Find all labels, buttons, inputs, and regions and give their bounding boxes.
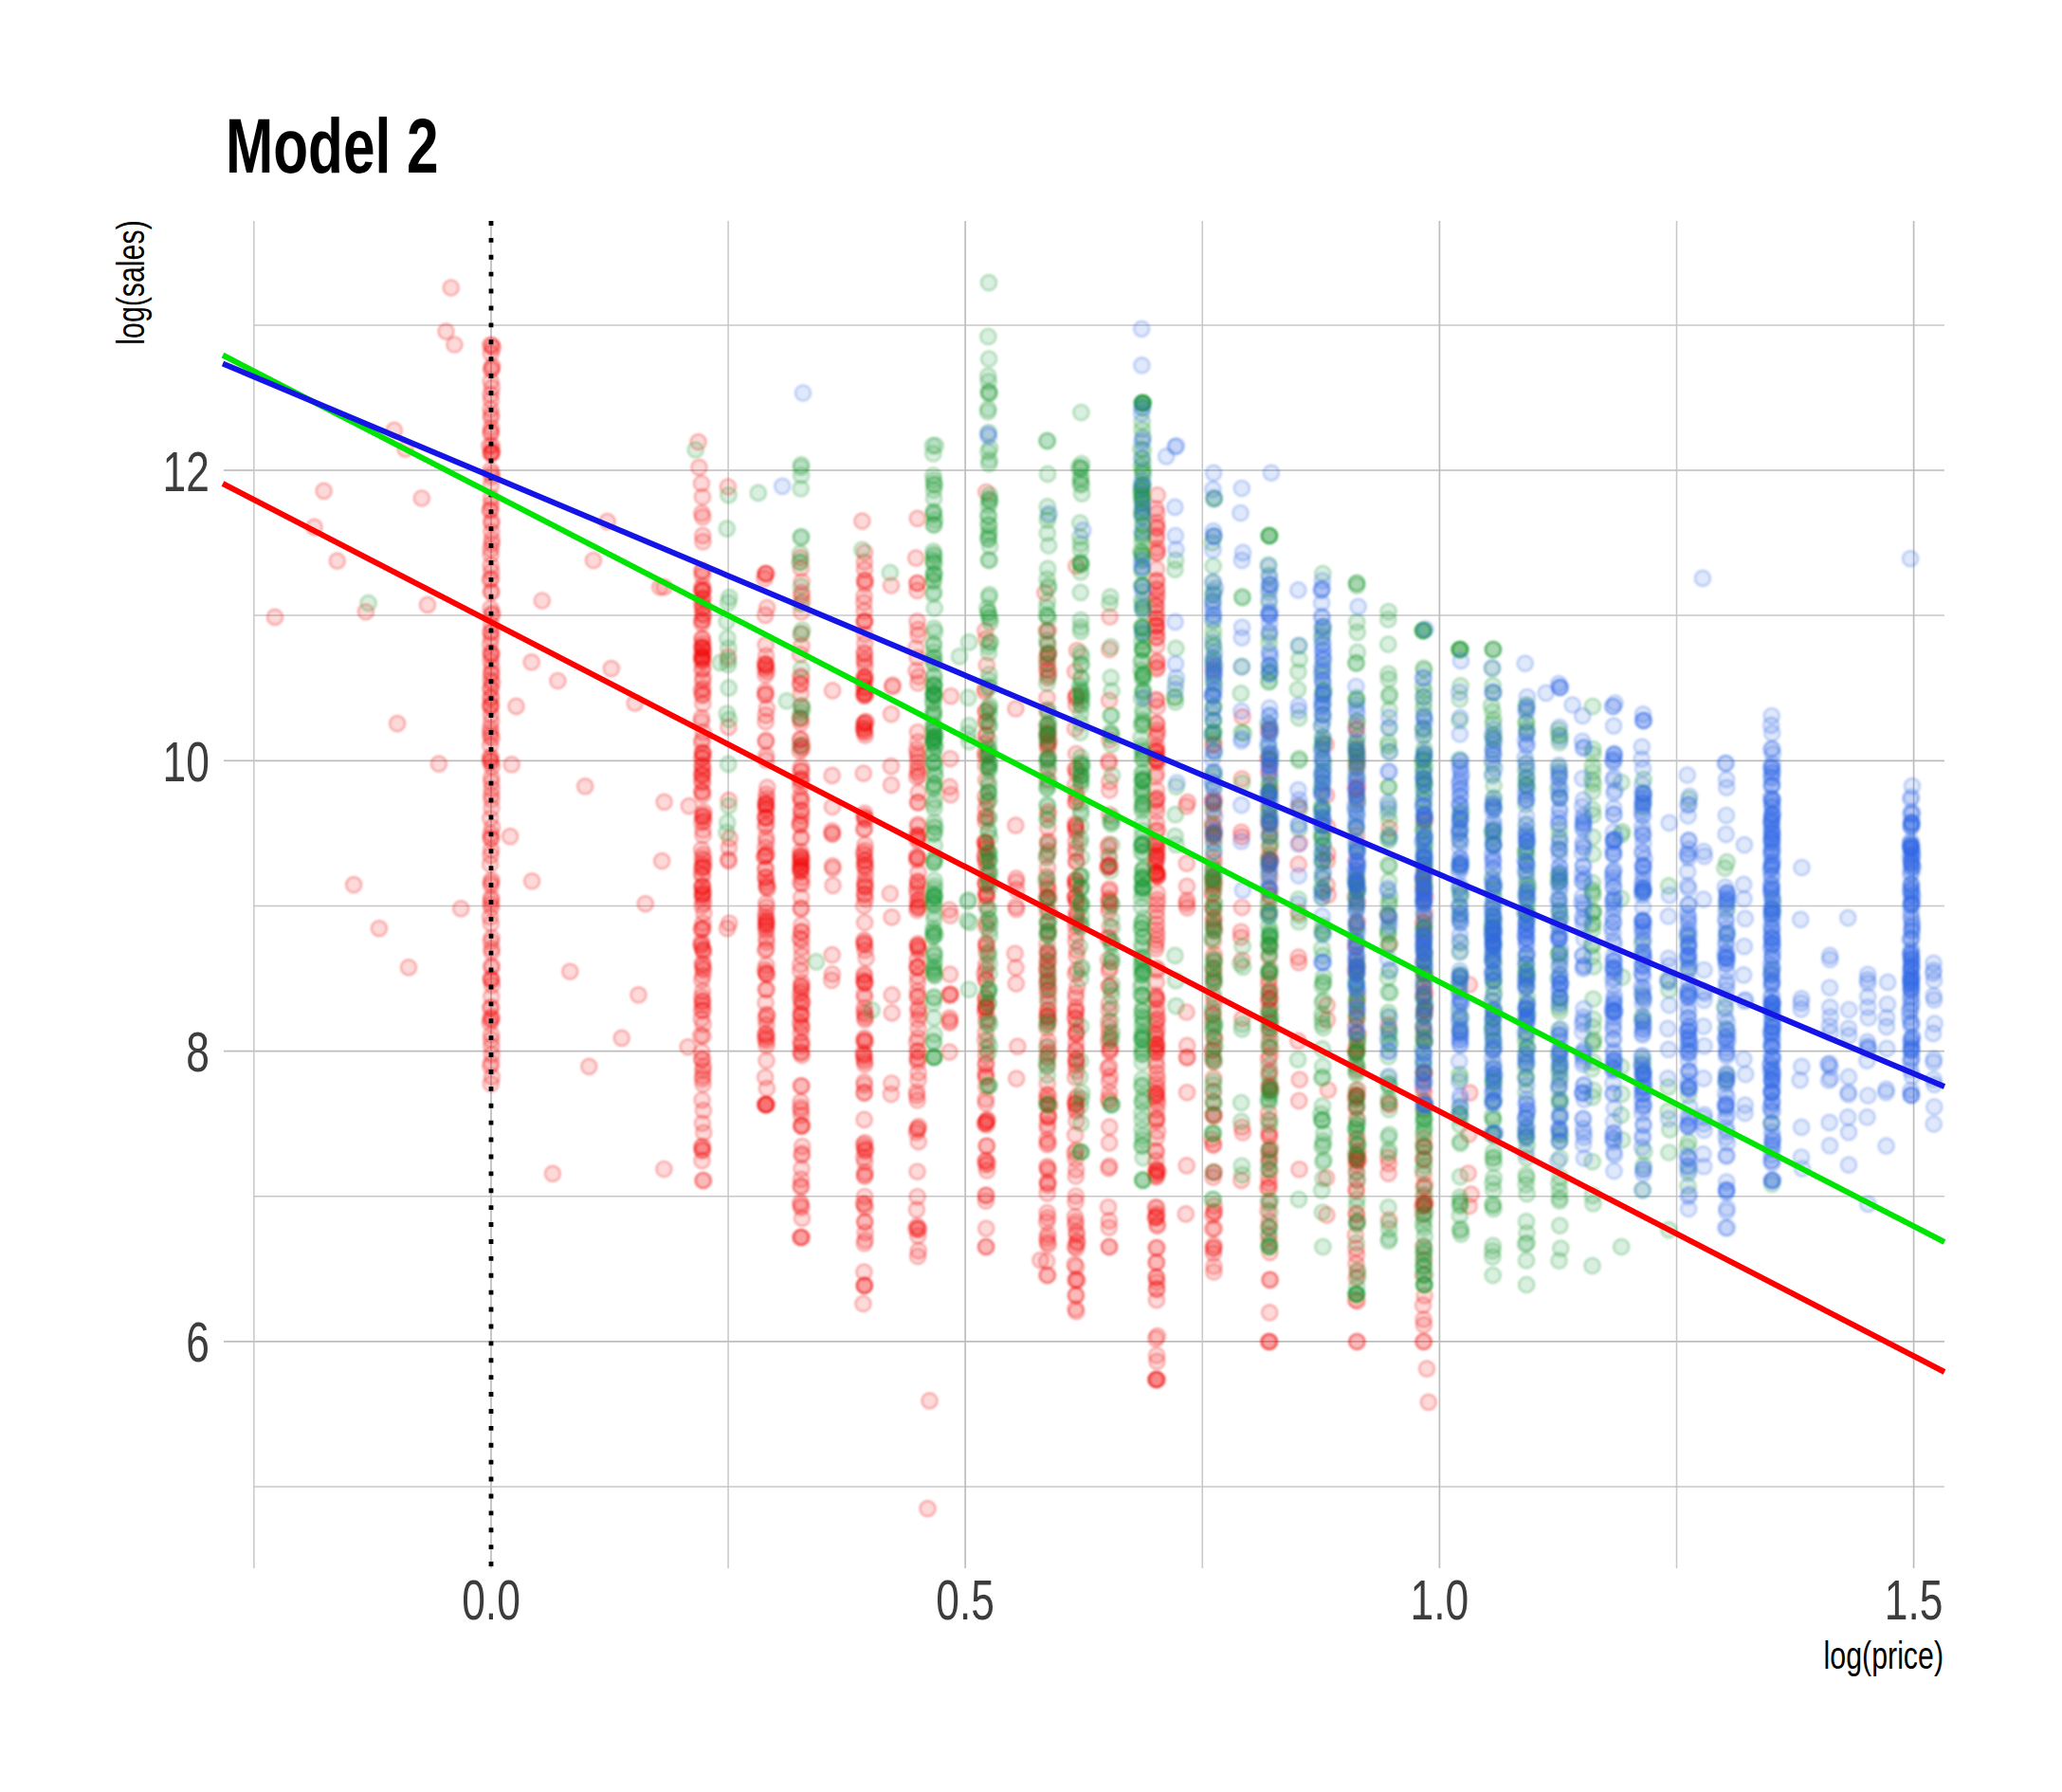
svg-text:log(price): log(price) (1824, 1633, 1943, 1677)
svg-text:1.5: 1.5 (1885, 1567, 1943, 1631)
svg-text:10: 10 (163, 729, 210, 793)
svg-text:1.0: 1.0 (1411, 1567, 1469, 1631)
svg-text:0.0: 0.0 (462, 1567, 520, 1631)
svg-text:12: 12 (163, 439, 210, 503)
svg-text:log(sales): log(sales) (108, 220, 153, 344)
svg-text:Model 2: Model 2 (226, 102, 439, 189)
svg-text:6: 6 (186, 1310, 210, 1374)
svg-text:0.5: 0.5 (936, 1567, 995, 1631)
svg-text:8: 8 (186, 1020, 210, 1084)
